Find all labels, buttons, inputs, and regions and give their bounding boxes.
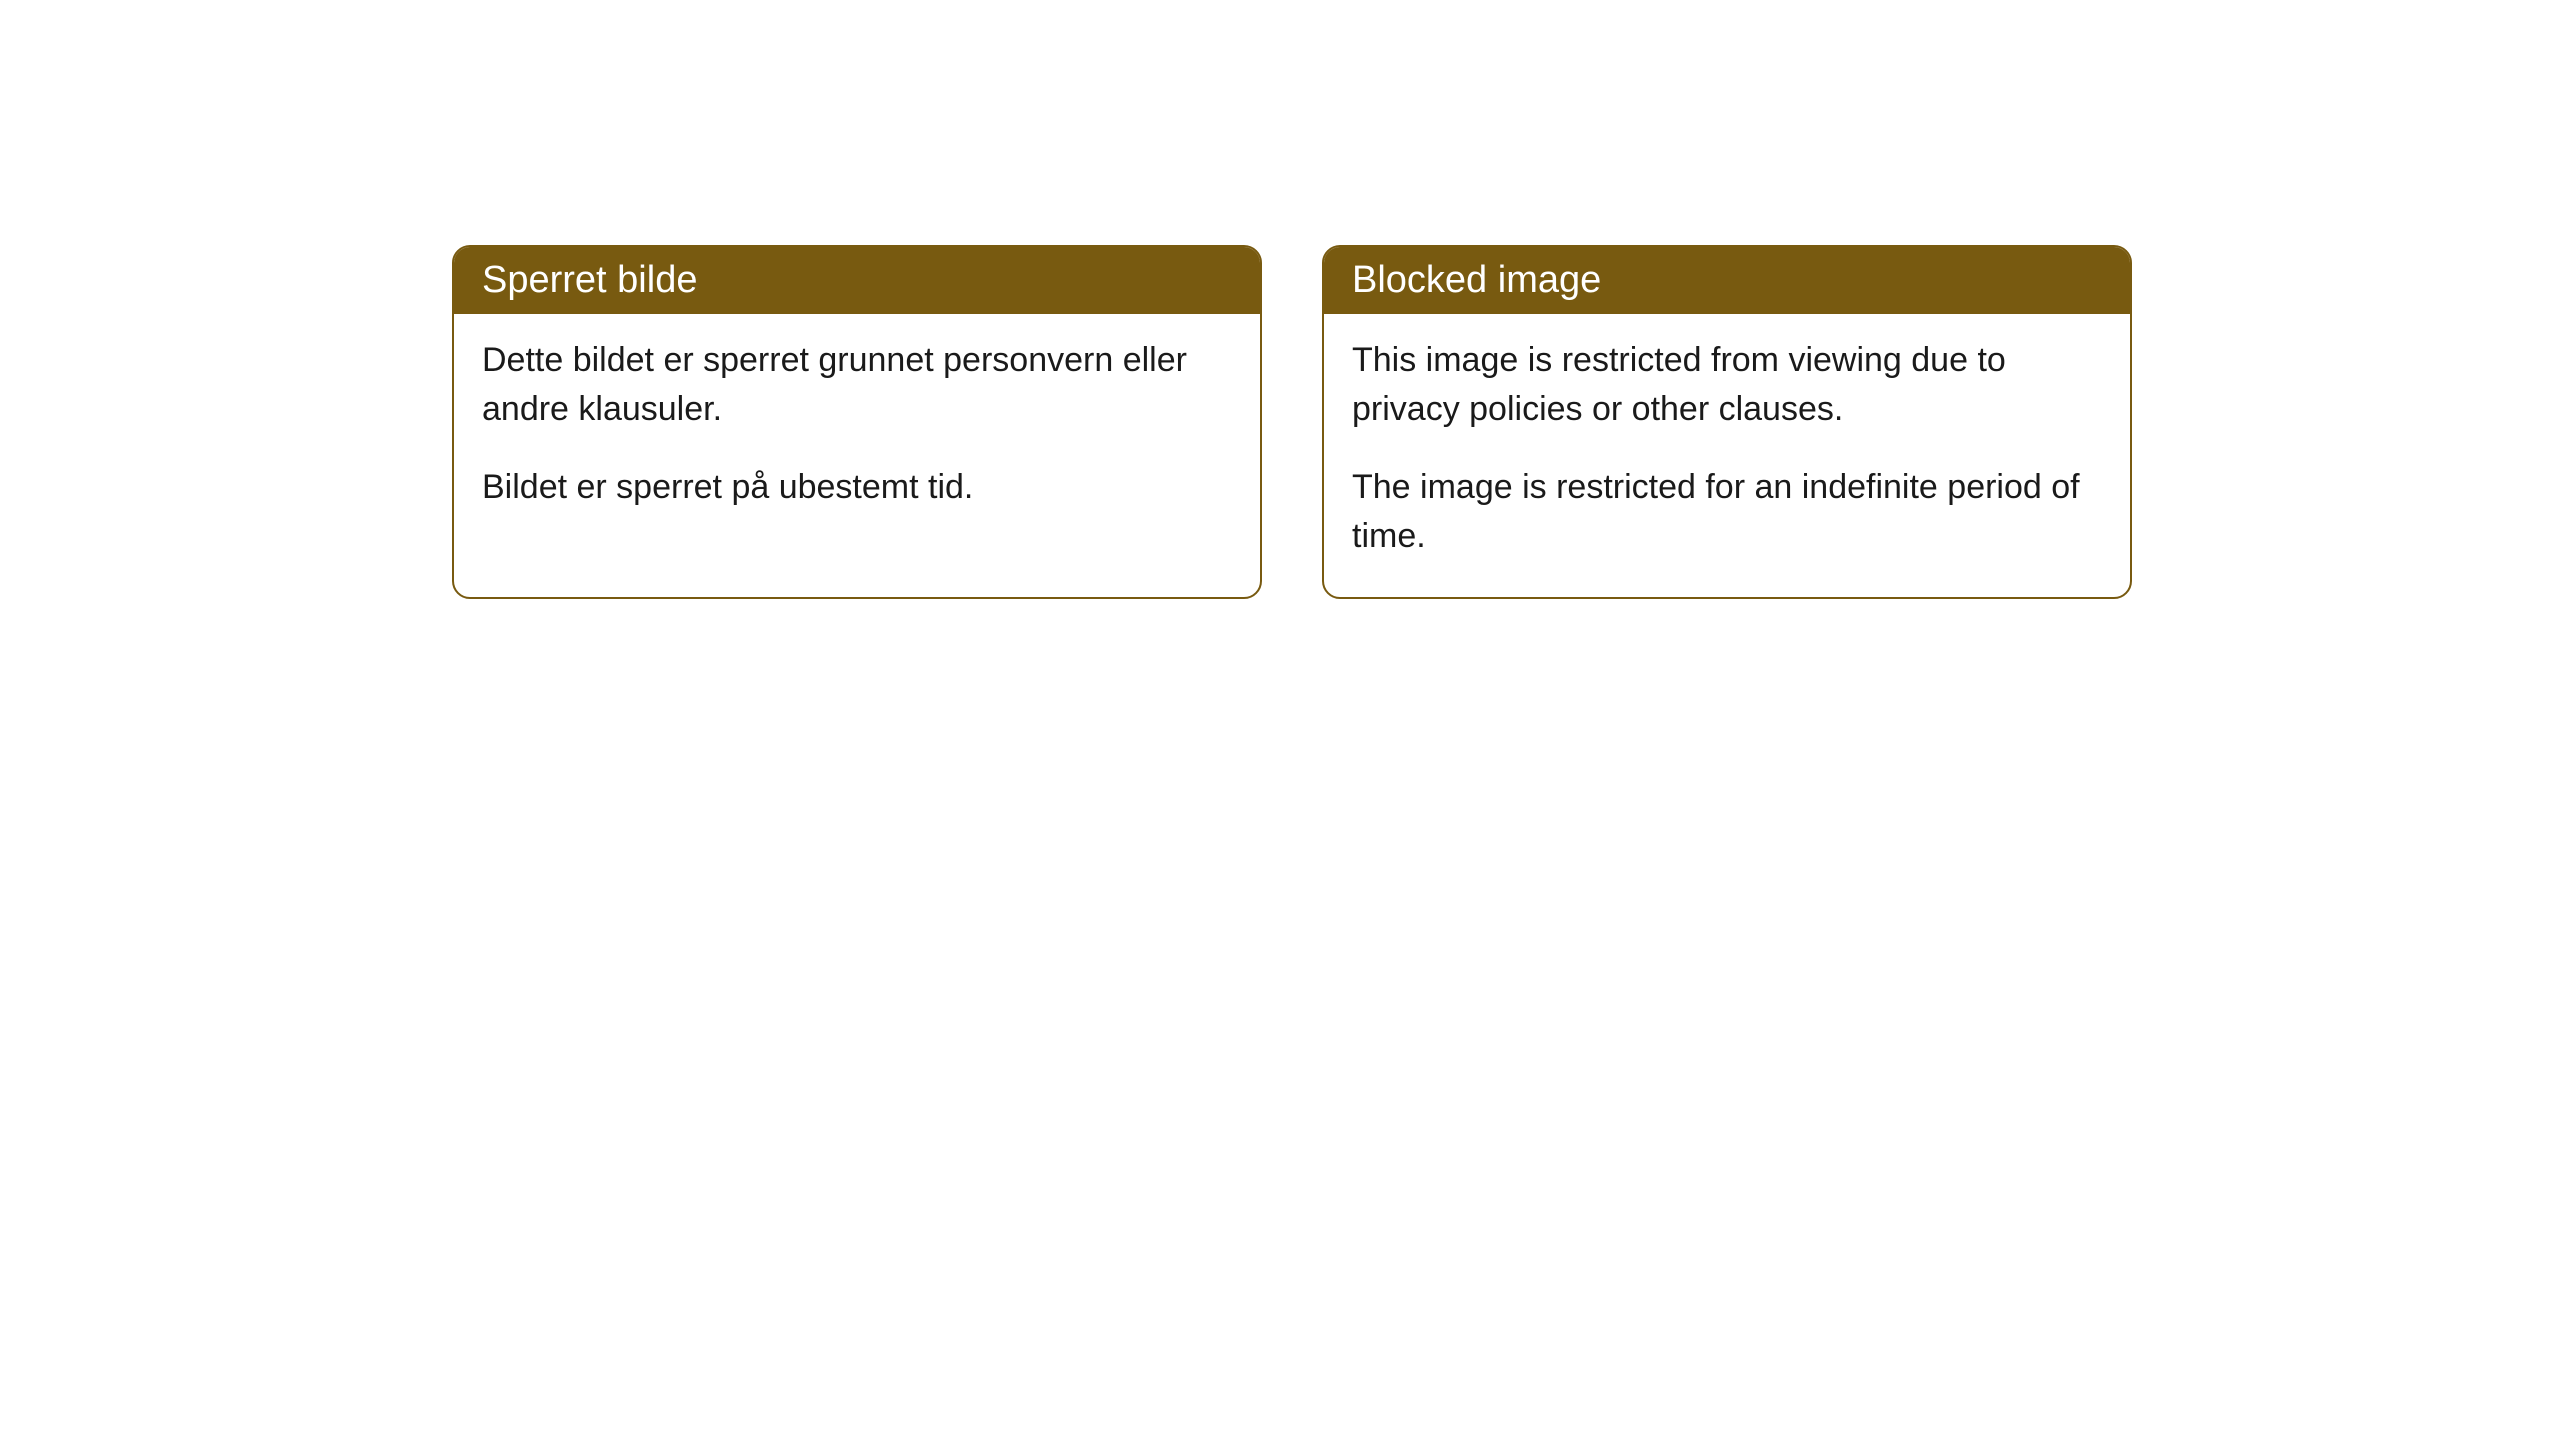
notification-cards-container: Sperret bilde Dette bildet er sperret gr… [452, 245, 2132, 599]
card-title-english: Blocked image [1352, 259, 1601, 301]
card-body-norwegian: Dette bildet er sperret grunnet personve… [454, 314, 1260, 548]
card-header-english: Blocked image [1324, 247, 2130, 314]
blocked-image-card-norwegian: Sperret bilde Dette bildet er sperret gr… [452, 245, 1262, 599]
card-paragraph1-english: This image is restricted from viewing du… [1352, 336, 2102, 435]
card-paragraph2-english: The image is restricted for an indefinit… [1352, 463, 2102, 562]
blocked-image-card-english: Blocked image This image is restricted f… [1322, 245, 2132, 599]
card-header-norwegian: Sperret bilde [454, 247, 1260, 314]
card-paragraph2-norwegian: Bildet er sperret på ubestemt tid. [482, 463, 1232, 512]
card-paragraph1-norwegian: Dette bildet er sperret grunnet personve… [482, 336, 1232, 435]
card-title-norwegian: Sperret bilde [482, 259, 697, 301]
card-body-english: This image is restricted from viewing du… [1324, 314, 2130, 597]
